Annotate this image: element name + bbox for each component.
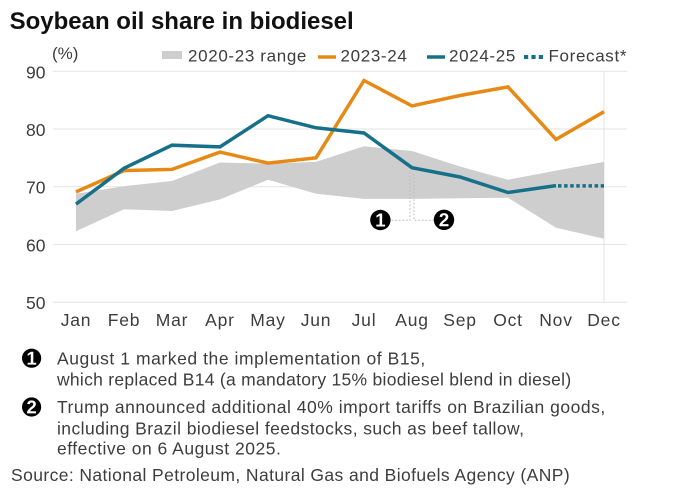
svg-text:60: 60 [26,235,46,255]
svg-text:2020-23 range: 2020-23 range [188,47,307,66]
svg-text:Mar: Mar [156,310,189,330]
svg-text:Jan: Jan [61,310,92,330]
svg-text:Forecast*: Forecast* [549,47,628,66]
svg-text:Aug: Aug [395,310,429,330]
svg-text:2024-25: 2024-25 [449,47,516,66]
svg-text:August 1 marked the implementa: August 1 marked the implementation of B1… [57,348,426,368]
svg-text:Oct: Oct [493,310,523,330]
svg-text:including Brazil biodiesel fee: including Brazil biodiesel feedstocks, s… [57,419,524,439]
svg-text:Feb: Feb [108,310,141,330]
svg-text:Source: National Petroleum, Na: Source: National Petroleum, Natural Gas … [11,465,570,485]
svg-text:Jul: Jul [352,310,377,330]
svg-text:(%): (%) [52,44,78,63]
svg-text:70: 70 [26,178,46,198]
svg-text:Dec: Dec [587,310,621,330]
svg-text:80: 80 [26,120,46,140]
svg-text:which replaced B14 (a mandator: which replaced B14 (a mandatory 15% biod… [56,370,571,390]
svg-text:Nov: Nov [539,310,573,330]
svg-text:Trump announced additional 40%: Trump announced additional 40% import ta… [57,397,606,417]
svg-text:Soybean oil share in biodiesel: Soybean oil share in biodiesel [10,8,354,35]
svg-text:90: 90 [26,62,46,82]
svg-text:Sep: Sep [443,310,477,330]
svg-text:2023-24: 2023-24 [341,47,408,66]
svg-text:Jun: Jun [301,310,332,330]
svg-text:50: 50 [26,293,46,313]
svg-text:Apr: Apr [205,310,235,330]
svg-text:effective on 6 August 2025.: effective on 6 August 2025. [57,439,281,459]
svg-text:May: May [250,310,285,330]
